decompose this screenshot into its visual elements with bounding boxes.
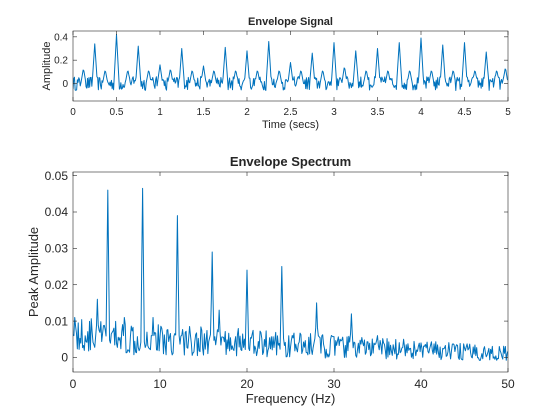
y-tick-label: 0.4 bbox=[54, 32, 68, 43]
x-tick-label: 50 bbox=[501, 377, 515, 391]
y-axis-label: Peak Amplitude bbox=[26, 227, 41, 317]
y-tick-label: 0 bbox=[61, 351, 68, 365]
axes-box bbox=[72, 171, 509, 373]
x-tick-label: 0 bbox=[70, 377, 77, 391]
y-tick-label: 0.02 bbox=[45, 278, 69, 292]
x-tick-label: 20 bbox=[240, 377, 254, 391]
y-axis-label: Amplitude bbox=[41, 42, 53, 91]
data-series-line bbox=[73, 187, 508, 361]
x-tick-label: 1 bbox=[157, 107, 163, 118]
y-tick-label: 0 bbox=[62, 79, 68, 90]
y-tick-label: 0.01 bbox=[45, 314, 69, 328]
x-axis-label: Time (secs) bbox=[262, 119, 319, 131]
x-tick-label: 4 bbox=[418, 107, 424, 118]
x-tick-label: 5 bbox=[505, 107, 511, 118]
x-tick-label: 4.5 bbox=[458, 107, 472, 118]
x-tick-label: 0 bbox=[70, 107, 76, 118]
x-tick-label: 3 bbox=[331, 107, 337, 118]
y-tick-label: 0.2 bbox=[54, 56, 68, 67]
x-tick-label: 0.5 bbox=[110, 107, 124, 118]
envelope-spectrum-axes: 0 10 20 30 40 50 0 0.01 0.02 0.03 0.04 0.05 Envelope… bbox=[26, 154, 515, 406]
data-series-line bbox=[73, 34, 508, 91]
y-tick-label: 0.04 bbox=[45, 205, 69, 219]
x-tick-label: 3.5 bbox=[371, 107, 385, 118]
axes-title: Envelope Signal bbox=[248, 16, 333, 28]
x-tick-label: 40 bbox=[414, 377, 428, 391]
axes-title: Envelope Spectrum bbox=[230, 154, 351, 169]
x-axis-label: Frequency (Hz) bbox=[246, 391, 336, 406]
x-tick-label: 10 bbox=[153, 377, 167, 391]
y-tick-label: 0.05 bbox=[45, 169, 69, 183]
x-tick-label: 1.5 bbox=[197, 107, 211, 118]
plot-area bbox=[73, 172, 508, 372]
envelope-signal-axes: 0 0.5 1 1.5 2 2.5 3 3.5 4 4.5 5 0 0.2 0.4 Envelope Sig… bbox=[41, 16, 511, 131]
x-tick-label: 2 bbox=[244, 107, 250, 118]
y-tick-label: 0.03 bbox=[45, 242, 69, 256]
x-tick-label: 30 bbox=[327, 377, 341, 391]
x-tick-label: 2.5 bbox=[284, 107, 298, 118]
